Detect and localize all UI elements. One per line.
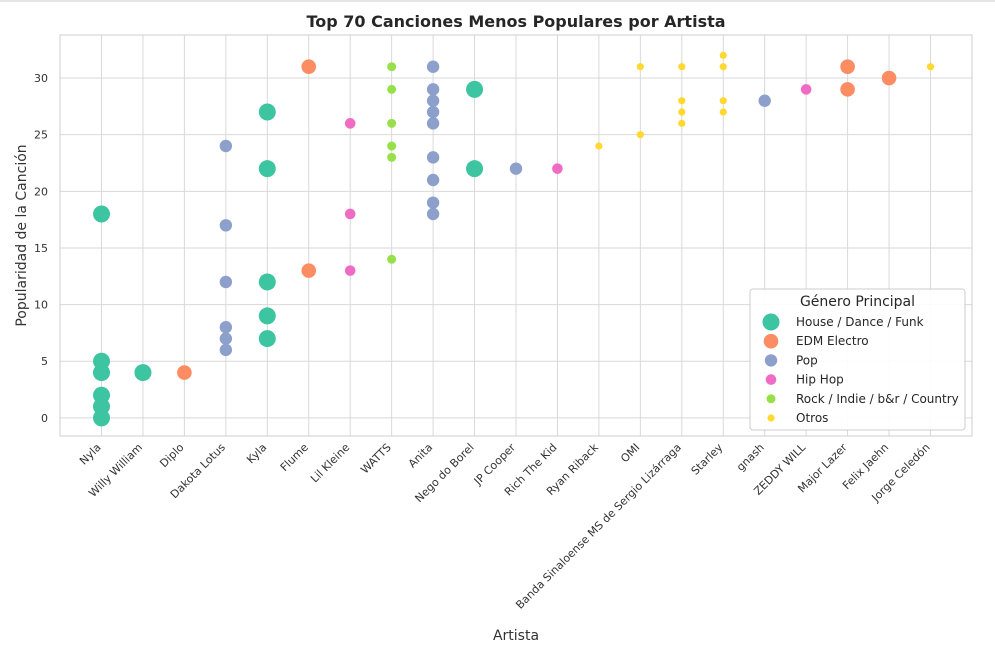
data-points	[93, 51, 935, 427]
data-point	[258, 307, 276, 325]
x-tick-label: gnash	[734, 441, 767, 474]
data-point	[301, 263, 317, 278]
data-point	[926, 63, 935, 71]
data-point	[387, 62, 397, 72]
data-point	[466, 160, 484, 178]
legend-entry-label: Pop	[796, 353, 818, 367]
y-axis: 0 5 10 15 20 25 30	[34, 72, 48, 425]
data-point	[509, 162, 523, 175]
data-point	[426, 83, 440, 96]
data-point	[387, 254, 397, 264]
x-tick-label: Diplo	[157, 441, 186, 470]
data-point	[426, 60, 440, 73]
data-point	[258, 330, 276, 348]
data-point	[426, 105, 440, 119]
y-tick-label: 15	[34, 242, 48, 255]
data-point	[595, 142, 603, 150]
legend-marker	[764, 354, 778, 367]
data-point	[177, 365, 192, 380]
data-point	[219, 219, 233, 232]
data-point	[426, 94, 440, 107]
data-point	[219, 321, 233, 334]
data-point	[134, 364, 152, 382]
data-point	[678, 97, 686, 105]
data-point	[636, 63, 644, 71]
data-point	[387, 152, 397, 162]
legend-entry-label: Rock / Indie / b&r / Country	[796, 392, 959, 406]
x-tick-label: Nyla	[77, 441, 104, 468]
y-tick-label: 25	[34, 129, 48, 142]
data-point	[219, 332, 233, 345]
data-point	[678, 119, 686, 127]
x-tick-label: Starley	[689, 441, 726, 478]
chart-title: Top 70 Canciones Menos Populares por Art…	[306, 12, 725, 31]
data-point	[426, 173, 440, 187]
data-point	[426, 196, 440, 209]
data-point	[93, 364, 110, 382]
y-axis-label: Popularidad de la Canción	[14, 144, 30, 326]
data-point	[758, 94, 771, 107]
legend-entry-label: Otros	[796, 411, 828, 425]
data-point	[800, 84, 812, 95]
data-point	[219, 343, 233, 357]
data-point	[301, 59, 317, 75]
legend-entry-label: House / Dance / Funk	[796, 315, 924, 329]
data-point	[258, 103, 276, 121]
data-point	[344, 208, 356, 220]
x-tick-label: Flume	[278, 441, 311, 474]
data-point	[219, 139, 233, 153]
data-point	[840, 82, 855, 97]
data-point	[678, 63, 686, 71]
data-point	[93, 205, 110, 223]
data-point	[344, 265, 356, 276]
legend-entry-label: Hip Hop	[796, 373, 844, 387]
x-tick-label: Lil Kleine	[308, 441, 352, 485]
y-tick-label: 0	[41, 412, 48, 425]
data-point	[426, 151, 440, 164]
data-point	[840, 59, 855, 75]
y-tick-label: 30	[34, 72, 48, 85]
data-point	[426, 207, 440, 221]
data-point	[426, 117, 440, 130]
y-tick-label: 20	[34, 185, 48, 198]
data-point	[466, 80, 484, 98]
legend-marker	[767, 414, 775, 422]
legend-marker	[763, 333, 779, 349]
data-point	[258, 160, 276, 178]
data-point	[219, 275, 233, 289]
legend: Género Principal House / Dance / Funk EDM …	[749, 288, 966, 431]
legend-marker	[765, 374, 777, 385]
data-point	[387, 141, 397, 151]
data-point	[719, 97, 727, 105]
data-point	[93, 409, 110, 427]
legend-entry-label: EDM Electro	[796, 334, 869, 348]
x-tick-label: WATTS	[358, 441, 393, 476]
legend-marker	[762, 313, 780, 331]
x-tick-label: Kyla	[244, 441, 269, 466]
data-point	[719, 108, 727, 116]
plot-frame	[59, 34, 973, 437]
data-point	[719, 51, 727, 59]
data-point	[387, 118, 397, 128]
data-point	[719, 63, 727, 71]
y-tick-label: 10	[34, 299, 48, 312]
top-border	[0, 0, 995, 2]
data-point	[387, 84, 397, 94]
legend-title: Género Principal	[800, 294, 915, 310]
x-tick-label: OMI	[618, 441, 642, 465]
data-point	[881, 70, 897, 86]
data-point	[636, 131, 644, 139]
legend-marker	[766, 394, 776, 404]
y-tick-label: 5	[41, 355, 48, 368]
x-axis-label: Artista	[493, 628, 539, 644]
data-point	[552, 163, 563, 174]
data-point	[258, 273, 276, 291]
data-point	[344, 118, 356, 129]
legend-box	[749, 288, 966, 431]
x-tick-label: Anita	[406, 441, 435, 470]
data-point	[678, 108, 686, 116]
